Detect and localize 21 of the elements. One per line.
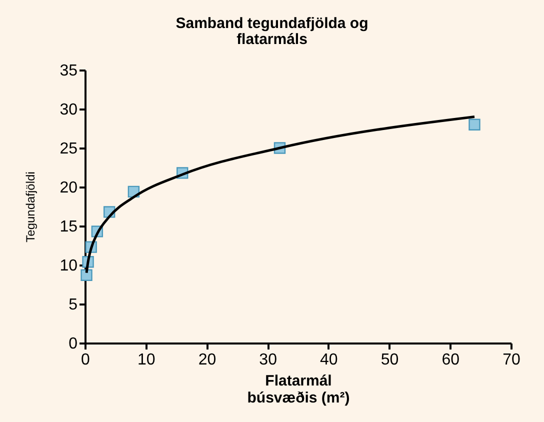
y-tick-label: 25 xyxy=(60,140,78,158)
x-tick-label: 30 xyxy=(259,352,278,368)
chart-title: Samband tegundafjölda og flatarmáls xyxy=(176,15,368,48)
y-tick-label: 35 xyxy=(60,62,78,80)
point xyxy=(468,118,480,130)
point xyxy=(80,269,92,281)
y-tick-label: 10 xyxy=(60,258,78,274)
x-axis-title: Flatarmál búsvæðis (m²) xyxy=(247,372,350,406)
x-tick-label: 70 xyxy=(502,352,520,368)
x-tick-label: 50 xyxy=(380,352,399,368)
x-tick-label: 20 xyxy=(198,352,216,368)
x-tick-label: 0 xyxy=(81,352,90,368)
x-tick-label: 40 xyxy=(320,352,338,368)
y-axis-title: Tegundafjöldi xyxy=(24,172,38,242)
y-tick-label: 0 xyxy=(68,336,78,352)
y-tick-label: 15 xyxy=(60,218,78,236)
y-tick-label: 30 xyxy=(60,102,78,118)
x-tick-label: 10 xyxy=(137,352,156,368)
y-tick-label: 20 xyxy=(60,180,78,196)
x-tick-label: 60 xyxy=(442,352,460,368)
y-tick-label: 5 xyxy=(68,296,78,314)
